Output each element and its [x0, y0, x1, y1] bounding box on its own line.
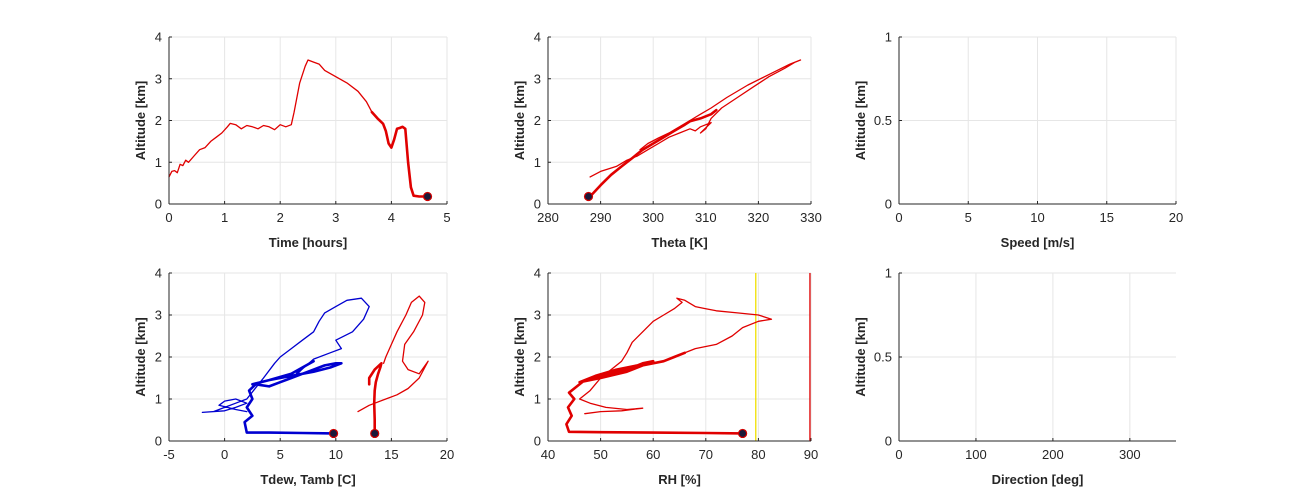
y-tick-label: 3 [155, 71, 162, 86]
x-tick-label: 0 [895, 210, 902, 225]
x-tick-label: 80 [751, 447, 765, 462]
series-line-0 [589, 59, 802, 178]
subplot-p1: 0 1 2 3 4 5 0 1 2 3 4 Time [hours] Altitude [km] [133, 30, 451, 251]
y-tick-label: 2 [534, 113, 541, 128]
series-line-0 [168, 59, 373, 178]
end-marker [370, 428, 380, 439]
x-tick-label: 1 [221, 210, 228, 225]
x-axis-label: Speed [m/s] [1001, 235, 1075, 250]
y-axis-label: Altitude [km] [133, 317, 148, 396]
y-tick-label: 0 [155, 434, 162, 449]
end-marker [328, 428, 339, 439]
x-tick-label: 5 [443, 210, 450, 225]
y-tick-label: 2 [534, 350, 541, 365]
x-tick-label: 0 [165, 210, 172, 225]
y-tick-label: 0 [885, 434, 892, 449]
series-line-1 [588, 108, 718, 198]
x-tick-label: 0 [221, 447, 228, 462]
end-marker [583, 191, 594, 202]
end-marker [422, 191, 433, 202]
y-tick-label: 1 [534, 155, 541, 170]
y-tick-label: 0.5 [874, 113, 892, 128]
x-tick-label: 10 [329, 447, 343, 462]
series-line-1 [201, 297, 370, 414]
x-axis-label: RH [%] [658, 472, 701, 487]
x-tick-label: 300 [642, 210, 664, 225]
x-tick-label: 5 [965, 210, 972, 225]
x-tick-label: 300 [1119, 447, 1141, 462]
y-tick-label: 4 [155, 266, 162, 281]
end-marker [738, 428, 748, 439]
y-tick-label: 1 [534, 392, 541, 407]
x-tick-label: -5 [163, 447, 175, 462]
y-tick-label: 4 [155, 30, 162, 45]
x-tick-label: 15 [384, 447, 398, 462]
x-tick-label: 4 [388, 210, 395, 225]
x-tick-label: 3 [332, 210, 339, 225]
x-axis-label: Theta [K] [651, 235, 707, 250]
y-axis-label: Altitude [km] [133, 81, 148, 160]
x-tick-label: 90 [804, 447, 818, 462]
y-tick-label: 3 [534, 308, 541, 323]
y-tick-label: 4 [534, 30, 541, 45]
y-tick-label: 2 [155, 350, 162, 365]
y-axis-label: Altitude [km] [853, 317, 868, 396]
x-tick-label: 330 [800, 210, 822, 225]
series-line-1 [578, 297, 773, 415]
x-tick-label: 15 [1100, 210, 1114, 225]
x-tick-label: 2 [277, 210, 284, 225]
y-tick-label: 1 [155, 155, 162, 170]
x-tick-label: 5 [277, 447, 284, 462]
x-tick-label: 20 [440, 447, 454, 462]
x-tick-label: 50 [593, 447, 607, 462]
x-tick-label: 200 [1042, 447, 1064, 462]
x-tick-label: 0 [895, 447, 902, 462]
x-tick-label: 320 [748, 210, 770, 225]
subplot-p3: 0 5 10 15 20 0 0.5 1 Speed [m/s] Altitude [km] [853, 30, 1183, 251]
x-tick-label: 290 [590, 210, 612, 225]
y-axis-label: Altitude [km] [512, 81, 527, 160]
y-tick-label: 0 [534, 434, 541, 449]
x-tick-label: 10 [1030, 210, 1044, 225]
y-tick-label: 0.5 [874, 350, 892, 365]
x-tick-label: 310 [695, 210, 717, 225]
x-axis-label: Tdew, Tamb [C] [260, 472, 355, 487]
x-tick-label: 40 [541, 447, 555, 462]
y-tick-label: 0 [885, 197, 892, 212]
y-axis-label: Altitude [km] [853, 81, 868, 160]
series-line-1 [370, 110, 429, 198]
y-tick-label: 0 [155, 197, 162, 212]
y-tick-label: 0 [534, 197, 541, 212]
x-tick-label: 20 [1169, 210, 1183, 225]
x-tick-label: 60 [646, 447, 660, 462]
x-tick-label: 280 [537, 210, 559, 225]
y-axis-label: Altitude [km] [512, 317, 527, 396]
y-tick-label: 3 [534, 71, 541, 86]
subplot-p2: 280 290 300 310 320 330 0 1 2 3 4 Theta [K] Altitude… [512, 30, 822, 251]
series-line-0 [565, 351, 744, 435]
x-tick-label: 70 [699, 447, 713, 462]
x-axis-label: Time [hours] [269, 235, 348, 250]
y-tick-label: 1 [885, 30, 892, 45]
series-line-0 [243, 359, 343, 435]
y-tick-label: 3 [155, 308, 162, 323]
x-tick-label: 100 [965, 447, 987, 462]
series-line-2 [367, 361, 383, 435]
series-line-3 [357, 295, 429, 413]
y-tick-label: 1 [885, 266, 892, 281]
y-tick-label: 1 [155, 392, 162, 407]
subplot-p5: 40 50 60 70 80 90 0 1 2 3 4 RH [%] Altitude [km] [512, 266, 818, 488]
subplot-p6: 0 100 200 300 0 0.5 1 Direction [deg] Altitude [… [853, 266, 1176, 487]
y-tick-label: 2 [155, 113, 162, 128]
x-axis-label: Direction [deg] [992, 472, 1084, 487]
y-tick-label: 4 [534, 266, 541, 281]
